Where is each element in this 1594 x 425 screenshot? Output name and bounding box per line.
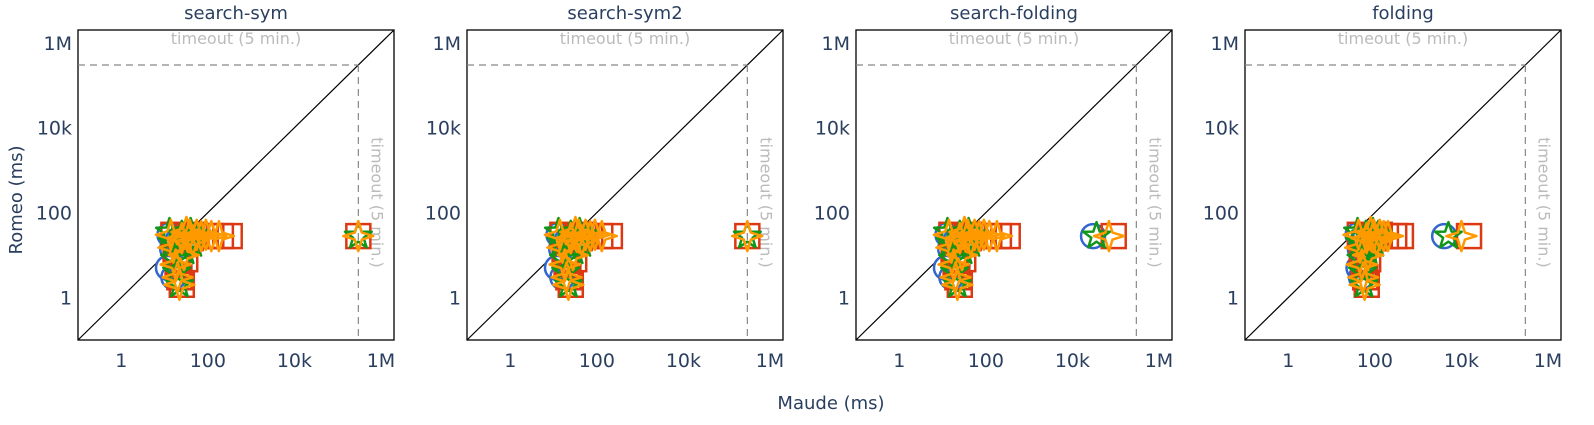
x-tick-label: 1M	[1534, 350, 1562, 372]
y-tick-label: 1M	[1211, 33, 1239, 55]
x-tick-label: 1	[115, 350, 127, 372]
y-tick-label: 1	[838, 288, 850, 310]
data-point-diamond	[935, 231, 968, 264]
data-point-diamond	[552, 268, 585, 302]
y-tick-label: 1	[60, 288, 72, 310]
panel-title: folding	[1372, 3, 1434, 24]
panel-title: search-sym2	[567, 3, 682, 24]
panel-4: folding 1 1 100 100 10k 10k 1M 1M timeout (5 min.…	[1203, 3, 1562, 372]
x-tick-label: 1	[504, 350, 516, 372]
y-tick-label: 100	[1203, 203, 1239, 225]
data-point-diamond	[941, 268, 974, 302]
x-axis-title: Maude (ms)	[777, 393, 884, 414]
data-point-star	[343, 220, 373, 249]
diagonal-line	[855, 29, 1173, 341]
data-point-star	[732, 220, 762, 249]
panel-title: search-folding	[950, 3, 1078, 24]
data-point-diamond	[973, 219, 1006, 253]
x-tick-label: 1M	[756, 350, 784, 372]
data-point-diamond	[1371, 219, 1405, 253]
x-tick-label: 10k	[1055, 350, 1090, 372]
y-tick-label: 10k	[815, 118, 850, 140]
y-tick-label: 1M	[433, 33, 461, 55]
y-tick-label: 1M	[822, 33, 850, 55]
y-tick-label: 100	[425, 203, 461, 225]
y-tick-label: 100	[36, 203, 72, 225]
y-tick-label: 10k	[1204, 118, 1239, 140]
data-point-diamond	[546, 231, 579, 264]
x-tick-label: 100	[968, 350, 1004, 372]
timeout-label-horizontal: timeout (5 min.)	[560, 29, 690, 48]
data-point-diamond	[1445, 219, 1478, 253]
timeout-label-horizontal: timeout (5 min.)	[171, 29, 301, 48]
timeout-label-horizontal: timeout (5 min.)	[1338, 29, 1468, 48]
series-diamond	[1342, 215, 1478, 302]
data-point-diamond	[342, 219, 375, 253]
data-point-diamond	[1092, 219, 1126, 253]
data-point-diamond	[163, 268, 196, 302]
plot-frame	[77, 29, 395, 341]
plot-frame	[466, 29, 784, 341]
x-tick-label: 1M	[1145, 350, 1173, 372]
y-tick-label: 10k	[37, 118, 72, 140]
data-point-diamond	[195, 219, 228, 253]
plot-frame	[1244, 29, 1562, 341]
panel-2: search-sym2 1 1 100 100 10k 10k 1M 1M timeout (5 …	[425, 3, 784, 372]
series-diamond	[932, 215, 1126, 302]
plot-frame	[855, 29, 1173, 341]
timeout-label-vertical: timeout (5 min.)	[1534, 137, 1553, 267]
x-tick-label: 10k	[666, 350, 701, 372]
timeout-label-vertical: timeout (5 min.)	[1145, 137, 1164, 267]
x-tick-label: 100	[579, 350, 615, 372]
x-tick-label: 1	[1282, 350, 1294, 372]
data-point-diamond	[578, 218, 612, 252]
x-tick-label: 1M	[367, 350, 395, 372]
panels: search-sym 1 1 100 100 10k 10k 1M 1M timeout (5 m…	[36, 3, 1562, 372]
data-point-square	[1100, 222, 1127, 250]
panel-1: search-sym 1 1 100 100 10k 10k 1M 1M timeout (5 m…	[36, 3, 395, 372]
series-diamond	[154, 215, 375, 302]
data-point-diamond	[157, 231, 190, 264]
panel-3: search-folding 1 1 100 100 10k 10k 1M 1M timeout …	[814, 3, 1173, 372]
diagonal-line	[1244, 29, 1562, 341]
data-point-diamond	[731, 219, 764, 253]
data-point-diamond	[980, 219, 1014, 253]
y-axis-title: Romeo (ms)	[6, 145, 27, 254]
panel-title: search-sym	[184, 3, 288, 24]
x-tick-label: 1	[893, 350, 905, 372]
y-tick-label: 100	[814, 203, 850, 225]
x-tick-label: 10k	[1444, 350, 1479, 372]
x-tick-label: 10k	[277, 350, 312, 372]
y-tick-label: 10k	[426, 118, 461, 140]
y-tick-label: 1	[1227, 288, 1239, 310]
diagonal-line	[77, 29, 395, 341]
data-point-diamond	[585, 219, 619, 253]
y-tick-label: 1	[449, 288, 461, 310]
data-point-diamond	[202, 219, 236, 253]
y-tick-label: 1M	[44, 33, 72, 55]
x-tick-label: 100	[190, 350, 226, 372]
x-tick-label: 100	[1357, 350, 1393, 372]
series-diamond	[543, 215, 764, 302]
diagonal-line	[466, 29, 784, 341]
data-point-diamond	[1348, 268, 1381, 302]
timeout-label-horizontal: timeout (5 min.)	[949, 29, 1079, 48]
